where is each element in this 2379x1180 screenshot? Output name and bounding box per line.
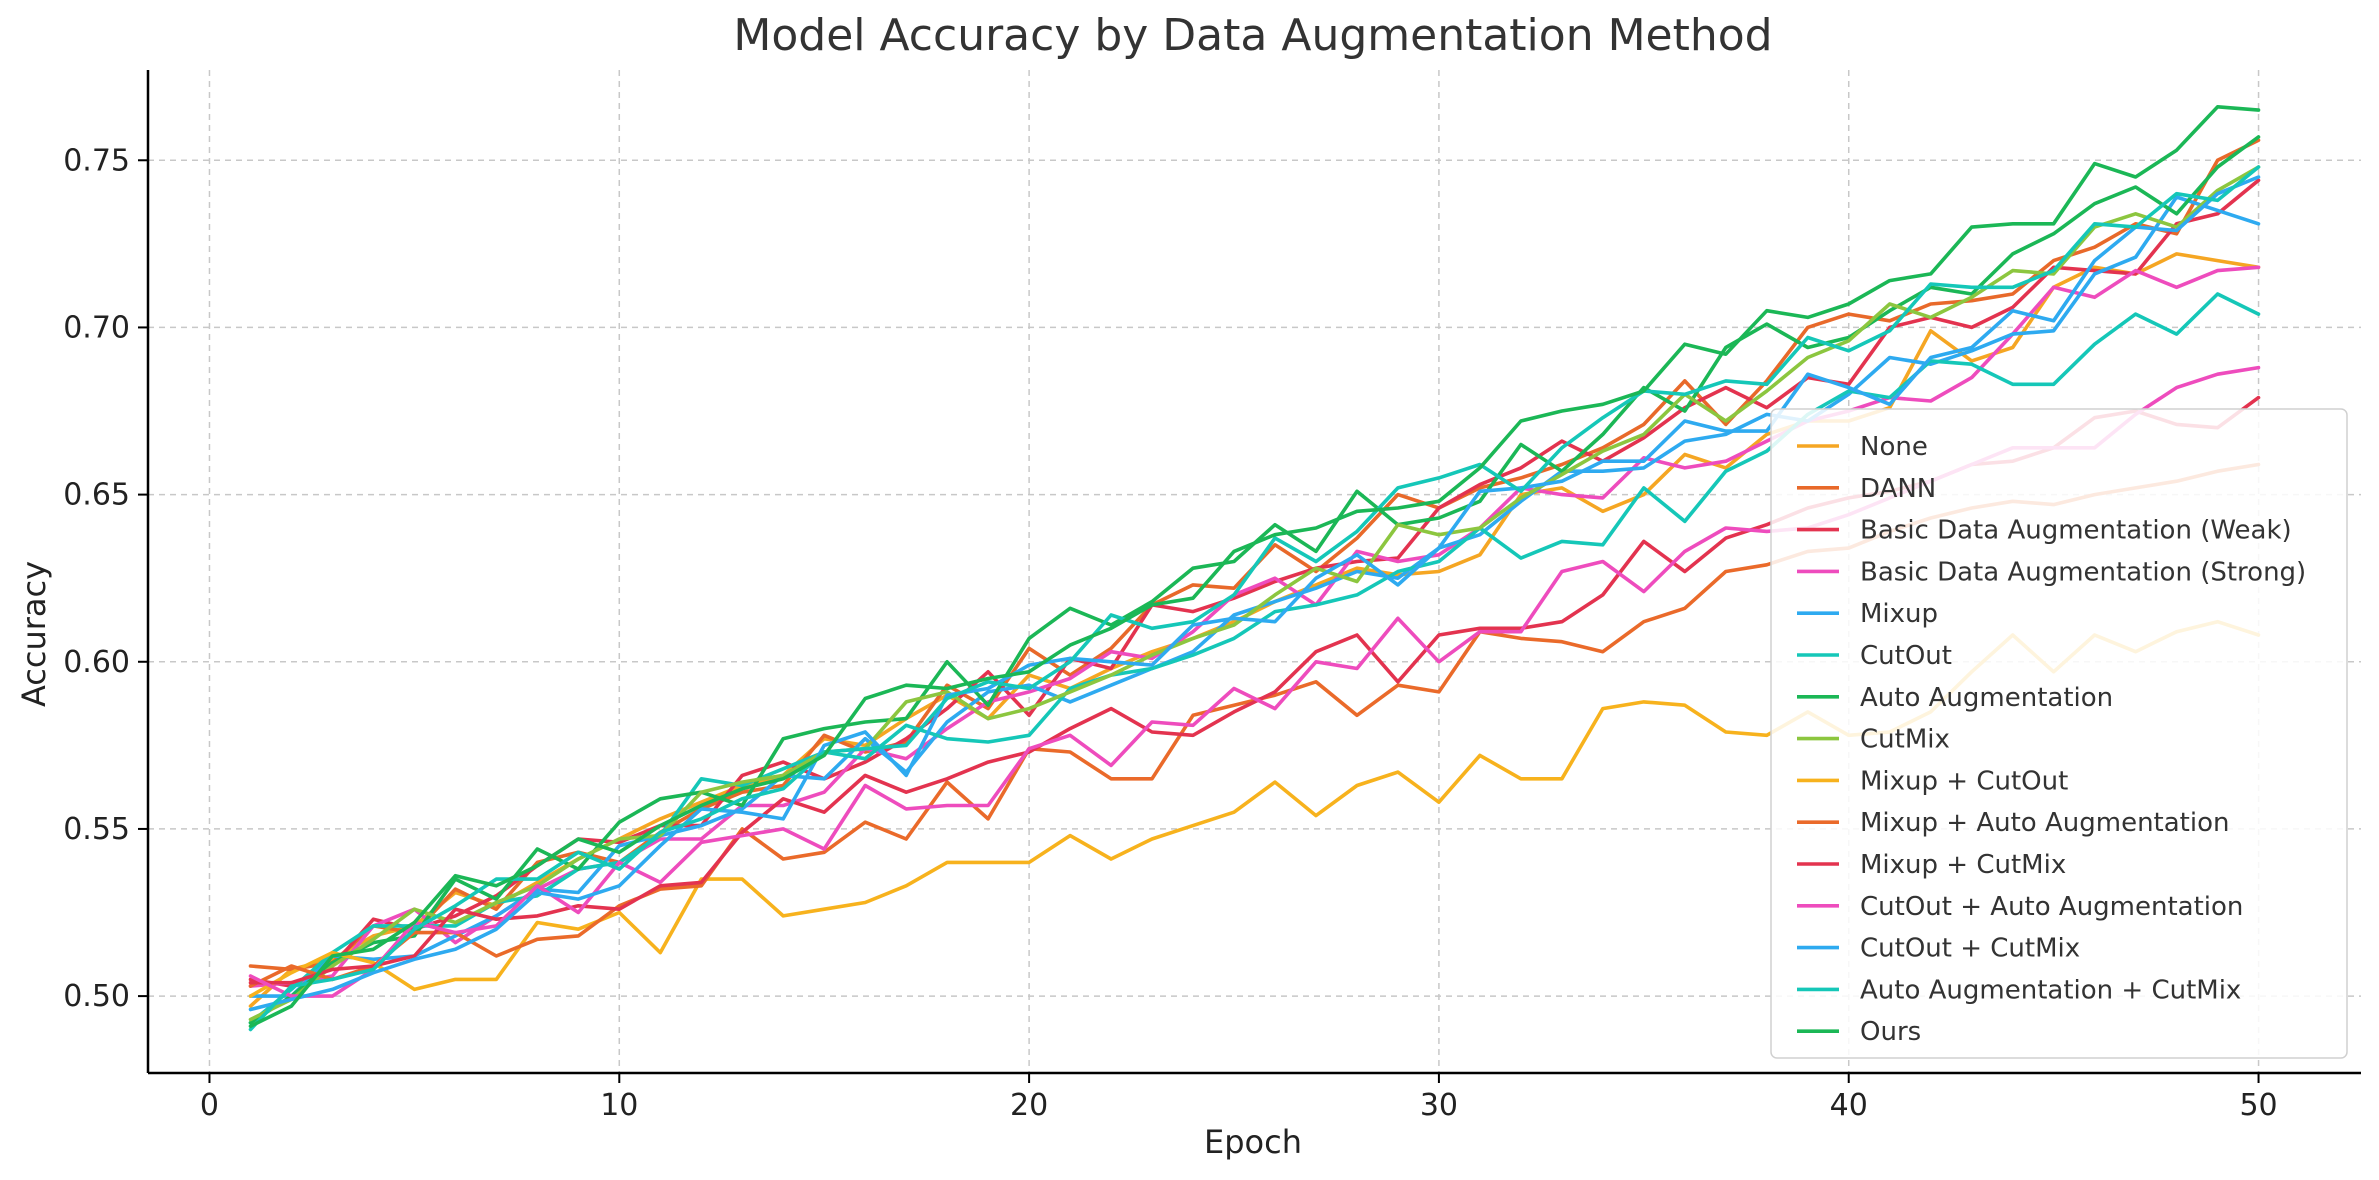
chart-title: Model Accuracy by Data Augmentation Meth… bbox=[733, 10, 1772, 61]
legend-label-dann: DANN bbox=[1860, 474, 1936, 504]
y-tick-label: 0.75 bbox=[63, 143, 130, 178]
y-ticks: 0.50 0.55 0.60 0.65 0.70 0.75 bbox=[63, 143, 148, 1014]
legend-label-cutout-cutmix: CutOut + CutMix bbox=[1860, 934, 2080, 964]
y-tick-label: 0.65 bbox=[63, 478, 130, 513]
x-axis-label: Epoch bbox=[1204, 1123, 1302, 1161]
y-axis-label: Accuracy bbox=[15, 561, 53, 707]
x-tick-label: 30 bbox=[1420, 1088, 1458, 1123]
y-tick-label: 0.55 bbox=[63, 812, 130, 847]
y-tick-label: 0.50 bbox=[63, 979, 130, 1014]
legend-label-cutmix: CutMix bbox=[1860, 725, 1950, 755]
series-line-auto-augmentation-cutmix bbox=[248, 165, 2261, 1032]
legend-items: None DANN Basic Data Augmentation (Weak) Ba… bbox=[1797, 432, 2306, 1047]
legend-label-mixup-cutmix: Mixup + CutMix bbox=[1860, 850, 2066, 880]
legend-label-none: None bbox=[1860, 432, 1928, 462]
x-tick-label: 10 bbox=[600, 1088, 638, 1123]
axes bbox=[146, 70, 2361, 1075]
legend-label-basic-data-augmentation-weak: Basic Data Augmentation (Weak) bbox=[1860, 516, 2292, 546]
legend-label-cutout-auto-augmentation: CutOut + Auto Augmentation bbox=[1860, 892, 2243, 922]
series-line-ours bbox=[248, 105, 2261, 1028]
legend-label-mixup-cutout: Mixup + CutOut bbox=[1860, 766, 2068, 796]
legend: None DANN Basic Data Augmentation (Weak) Ba… bbox=[1770, 408, 2348, 1059]
x-ticks: 0 10 20 30 40 50 bbox=[200, 1073, 2278, 1123]
y-tick-label: 0.70 bbox=[63, 310, 130, 345]
legend-label-mixup: Mixup bbox=[1860, 599, 1938, 629]
x-tick-label: 50 bbox=[2239, 1088, 2277, 1123]
legend-label-cutout: CutOut bbox=[1860, 641, 1952, 671]
y-tick-label: 0.60 bbox=[63, 645, 130, 680]
legend-label-basic-data-augmentation-strong: Basic Data Augmentation (Strong) bbox=[1860, 557, 2306, 587]
legend-label-auto-augmentation-cutmix: Auto Augmentation + CutMix bbox=[1860, 975, 2241, 1005]
legend-label-auto-augmentation: Auto Augmentation bbox=[1860, 683, 2113, 713]
grid bbox=[148, 70, 2361, 1073]
legend-label-ours: Ours bbox=[1860, 1017, 1921, 1047]
legend-label-mixup-auto-augmentation: Mixup + Auto Augmentation bbox=[1860, 808, 2229, 838]
x-tick-label: 40 bbox=[1830, 1088, 1868, 1123]
x-tick-label: 20 bbox=[1010, 1088, 1048, 1123]
legend-box bbox=[1770, 408, 2348, 1059]
series-line-cutout-cutmix bbox=[248, 175, 2261, 1012]
x-tick-label: 0 bbox=[200, 1088, 219, 1123]
